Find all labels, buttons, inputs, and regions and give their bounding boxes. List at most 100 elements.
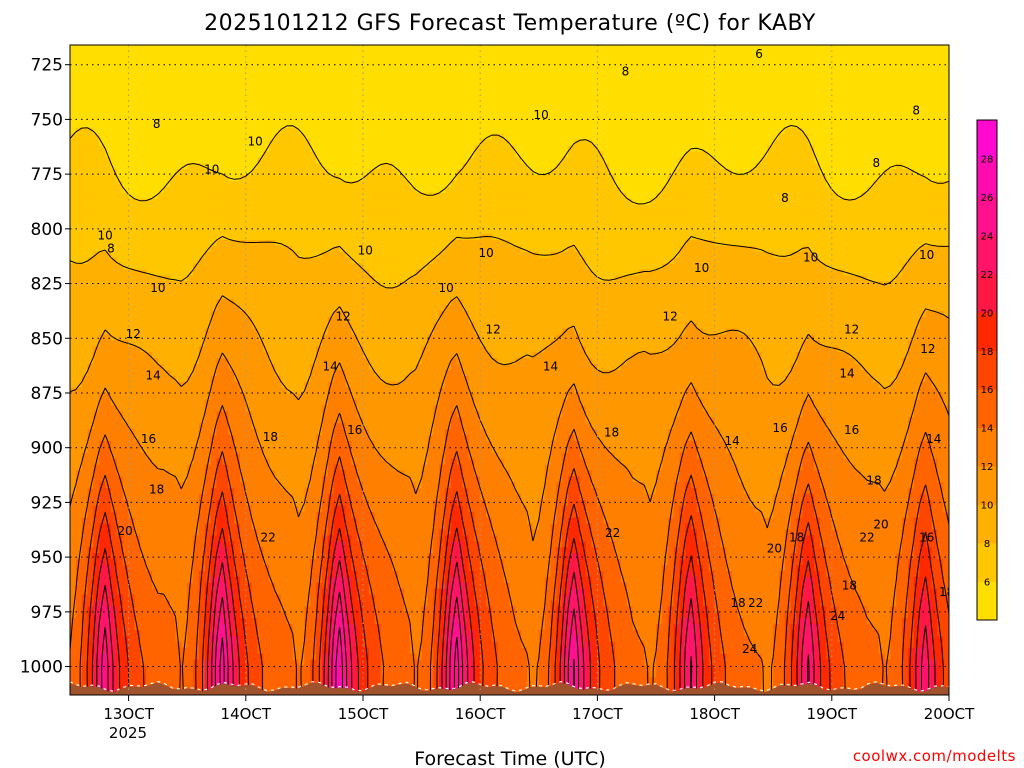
colorbar-label: 14 <box>981 424 994 435</box>
colorbar-label: 20 <box>981 308 994 319</box>
contour-label: 14 <box>926 432 941 446</box>
surface-line <box>70 680 949 693</box>
contour-label: 18 <box>789 530 804 544</box>
y-tick-label: 900 <box>31 439 63 459</box>
contour-label: 10 <box>478 246 493 260</box>
colorbar-label: 22 <box>981 270 994 281</box>
contour-label: 14 <box>543 360 558 374</box>
contour-label: 18 <box>866 474 881 488</box>
colorbar-swatch <box>977 235 997 275</box>
contour-label: 16 <box>141 432 156 446</box>
colorbar-swatch <box>977 196 997 236</box>
contour-label: 12 <box>485 323 500 337</box>
y-tick-label: 950 <box>31 548 63 568</box>
contour-label: 10 <box>919 248 934 262</box>
contour-label: 10 <box>533 108 548 122</box>
y-tick-label: 725 <box>31 56 63 76</box>
y-tick-label: 925 <box>31 493 63 513</box>
contour-label: 8 <box>622 64 630 78</box>
y-tick-label: 875 <box>31 384 63 404</box>
time-axis: 13OCT 14OCT 15OCT 16OCT 17OCT 18OCT 19OCT 20OCT <box>103 695 975 723</box>
colorbar-label: 10 <box>981 501 994 512</box>
contour-label: 18 <box>263 430 278 444</box>
x-tick-label: 20OCT <box>924 705 975 723</box>
plot-frame <box>69 44 950 696</box>
y-tick-label: 750 <box>31 110 63 130</box>
contour-line-8 <box>70 235 949 289</box>
y-tick-label: 1000 <box>20 658 63 678</box>
contour-label: 10 <box>358 244 373 258</box>
colorbar-label: 8 <box>984 539 990 550</box>
colorbar-swatch <box>977 158 997 198</box>
contour-label: 8 <box>912 104 920 118</box>
contour-label: 18 <box>604 425 619 439</box>
contour-line-16 <box>79 451 949 695</box>
contour-label: 12 <box>126 327 141 341</box>
contour-label: 10 <box>204 163 219 177</box>
contour-label: 10 <box>248 134 263 148</box>
contour-label: 12 <box>844 323 859 337</box>
contour-label: 8 <box>872 156 880 170</box>
contour-line-20 <box>91 527 936 695</box>
colorbar-swatch <box>977 466 997 505</box>
colorbar-label: 16 <box>981 385 994 396</box>
colorbar-label: 28 <box>981 155 994 166</box>
x-tick-label: 16OCT <box>455 705 506 723</box>
contour-label: 22 <box>748 596 763 610</box>
contour-label: 14 <box>323 360 338 374</box>
terrain-fill <box>70 682 949 695</box>
colorbar-swatch <box>977 581 997 621</box>
y-tick-label: 975 <box>31 603 63 623</box>
contour-label: 18 <box>730 596 745 610</box>
contour-label: 24 <box>830 609 845 623</box>
contour-label: 18 <box>939 585 954 599</box>
contour-label: 16 <box>844 423 859 437</box>
colorbar-label: 24 <box>981 231 994 242</box>
colorbar: 6 8 10 12 14 16 18 20 22 24 26 28 <box>976 119 998 621</box>
contour-label: 16 <box>347 423 362 437</box>
contour-label: 16 <box>919 530 934 544</box>
y-tick-label: 775 <box>31 165 63 185</box>
chart-title: 2025101212 GFS Forecast Temperature (ºC)… <box>204 11 816 36</box>
contour-label: 14 <box>839 366 854 380</box>
colorbar-swatch <box>977 312 997 352</box>
contour-label: 8 <box>153 117 161 131</box>
colorbar-swatch <box>977 427 997 467</box>
colorbar-swatch <box>977 504 997 544</box>
colorbar-swatch <box>977 120 997 159</box>
contour-label: 10 <box>98 228 113 242</box>
contour-line-12 <box>70 352 949 542</box>
credit-text: coolwx.com/modelts <box>853 747 1016 765</box>
contour-label: 18 <box>842 579 857 593</box>
x-tick-label: 17OCT <box>572 705 623 723</box>
x-tick-label: 18OCT <box>689 705 740 723</box>
contour-label: 22 <box>260 530 275 544</box>
y-tick-label: 850 <box>31 329 63 349</box>
contour-label: 22 <box>859 530 874 544</box>
contour-label: 8 <box>107 242 115 256</box>
contour-label: 20 <box>767 541 782 555</box>
y-tick-label: 825 <box>31 275 63 295</box>
contour-line-14 <box>70 405 949 695</box>
colorbar-swatch <box>977 350 997 390</box>
contour-label: 24 <box>742 642 757 656</box>
contour-line-10 <box>70 295 949 401</box>
contour-label: 12 <box>662 309 677 323</box>
x-tick-label: 15OCT <box>338 705 389 723</box>
colorbar-label: 18 <box>981 347 994 358</box>
colorbar-swatch <box>977 273 997 313</box>
contour-label: 20 <box>117 524 132 538</box>
contour-label: 16 <box>773 421 788 435</box>
contour-label: 12 <box>920 342 935 356</box>
colorbar-swatch <box>977 543 997 582</box>
contour-label: 10 <box>439 281 454 295</box>
x-tick-label: 14OCT <box>221 705 272 723</box>
x-tick-label: 19OCT <box>807 705 858 723</box>
dotted-grid <box>70 45 949 695</box>
colorbar-swatch <box>977 389 997 428</box>
x-axis-label: Forecast Time (UTC) <box>414 748 605 768</box>
contour-label: 10 <box>150 281 165 295</box>
colorbar-label: 12 <box>981 462 994 473</box>
contour-label: 12 <box>335 309 350 323</box>
